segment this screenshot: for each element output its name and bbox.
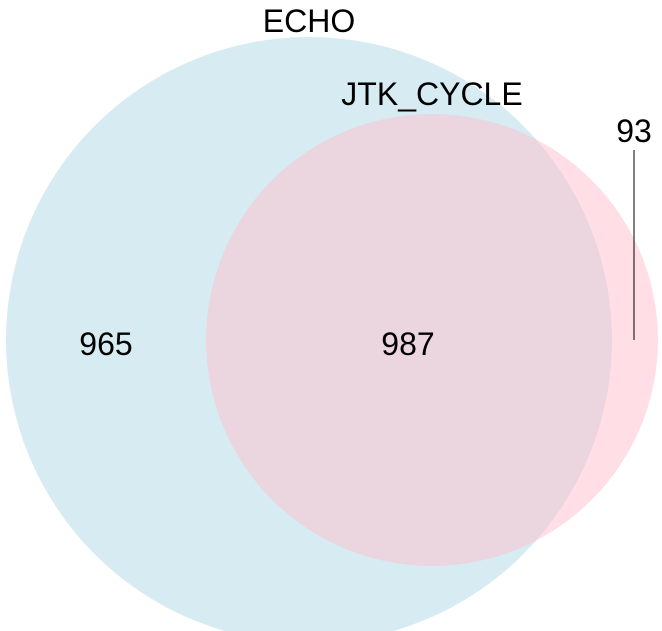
jtk-only-count: 93 <box>616 113 652 149</box>
jtk-cycle-set-circle <box>206 114 658 566</box>
overlap-count: 987 <box>381 326 434 362</box>
echo-set-label: ECHO <box>263 3 355 39</box>
echo-only-count: 965 <box>79 326 132 362</box>
jtk-cycle-set-label: JTK_CYCLE <box>341 76 522 112</box>
